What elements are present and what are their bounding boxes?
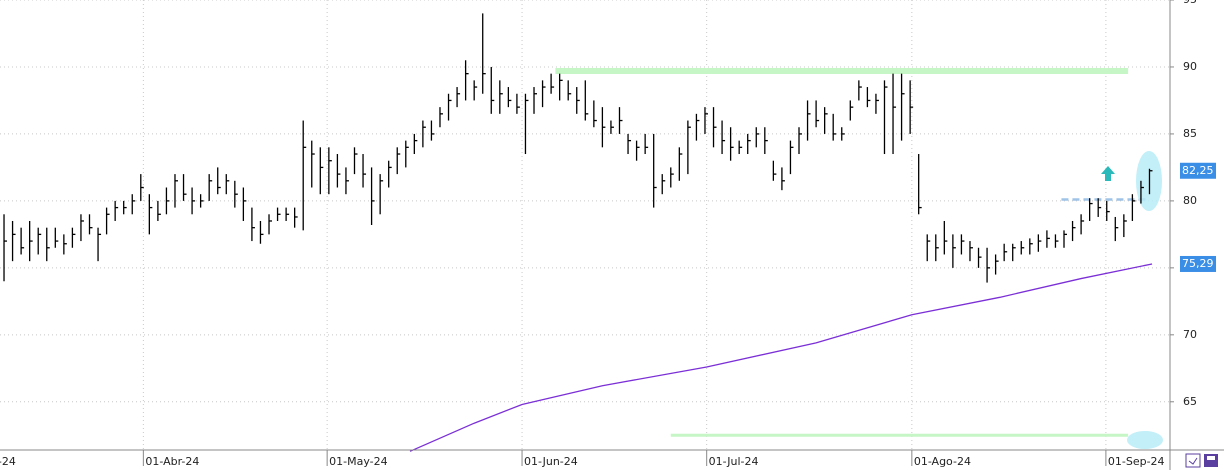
price-tag-label: 82,25	[1182, 164, 1214, 177]
price-tag-label: 75,29	[1182, 257, 1214, 270]
x-tick-label: 01-Jun-24	[524, 455, 578, 468]
marks	[409, 67, 1153, 452]
price-tag	[1180, 162, 1216, 179]
toolbar-button[interactable]	[1185, 453, 1201, 468]
y-tick-label: 90	[1183, 60, 1197, 73]
x-tick-label: 01-Jul-24	[709, 455, 759, 468]
y-tick-label: 65	[1183, 395, 1197, 408]
arrow-up	[1101, 166, 1115, 181]
save-icon	[1207, 456, 1215, 460]
save-button[interactable]	[1204, 454, 1218, 467]
grid	[0, 0, 1170, 450]
y-tick-label: 80	[1183, 194, 1197, 207]
x-tick-label: 01-Ago-24	[914, 455, 971, 468]
x-tick-label: 01-Sep-24	[1108, 455, 1165, 468]
y-tick-label: 85	[1183, 127, 1197, 140]
bars	[3, 13, 1153, 283]
moving-average	[409, 263, 1153, 452]
price-tag	[1180, 255, 1216, 272]
y-tick-label: 70	[1183, 328, 1197, 341]
toolbar-icon	[1188, 457, 1198, 465]
x-tick-label: 01-Abr-24	[145, 455, 199, 468]
x-tick-label: 01-May-24	[329, 455, 387, 468]
y-tick-label: 95	[1183, 0, 1197, 6]
x-tick-label: 01-Mar-24	[0, 455, 16, 468]
highlight-ellipse	[1127, 431, 1163, 449]
